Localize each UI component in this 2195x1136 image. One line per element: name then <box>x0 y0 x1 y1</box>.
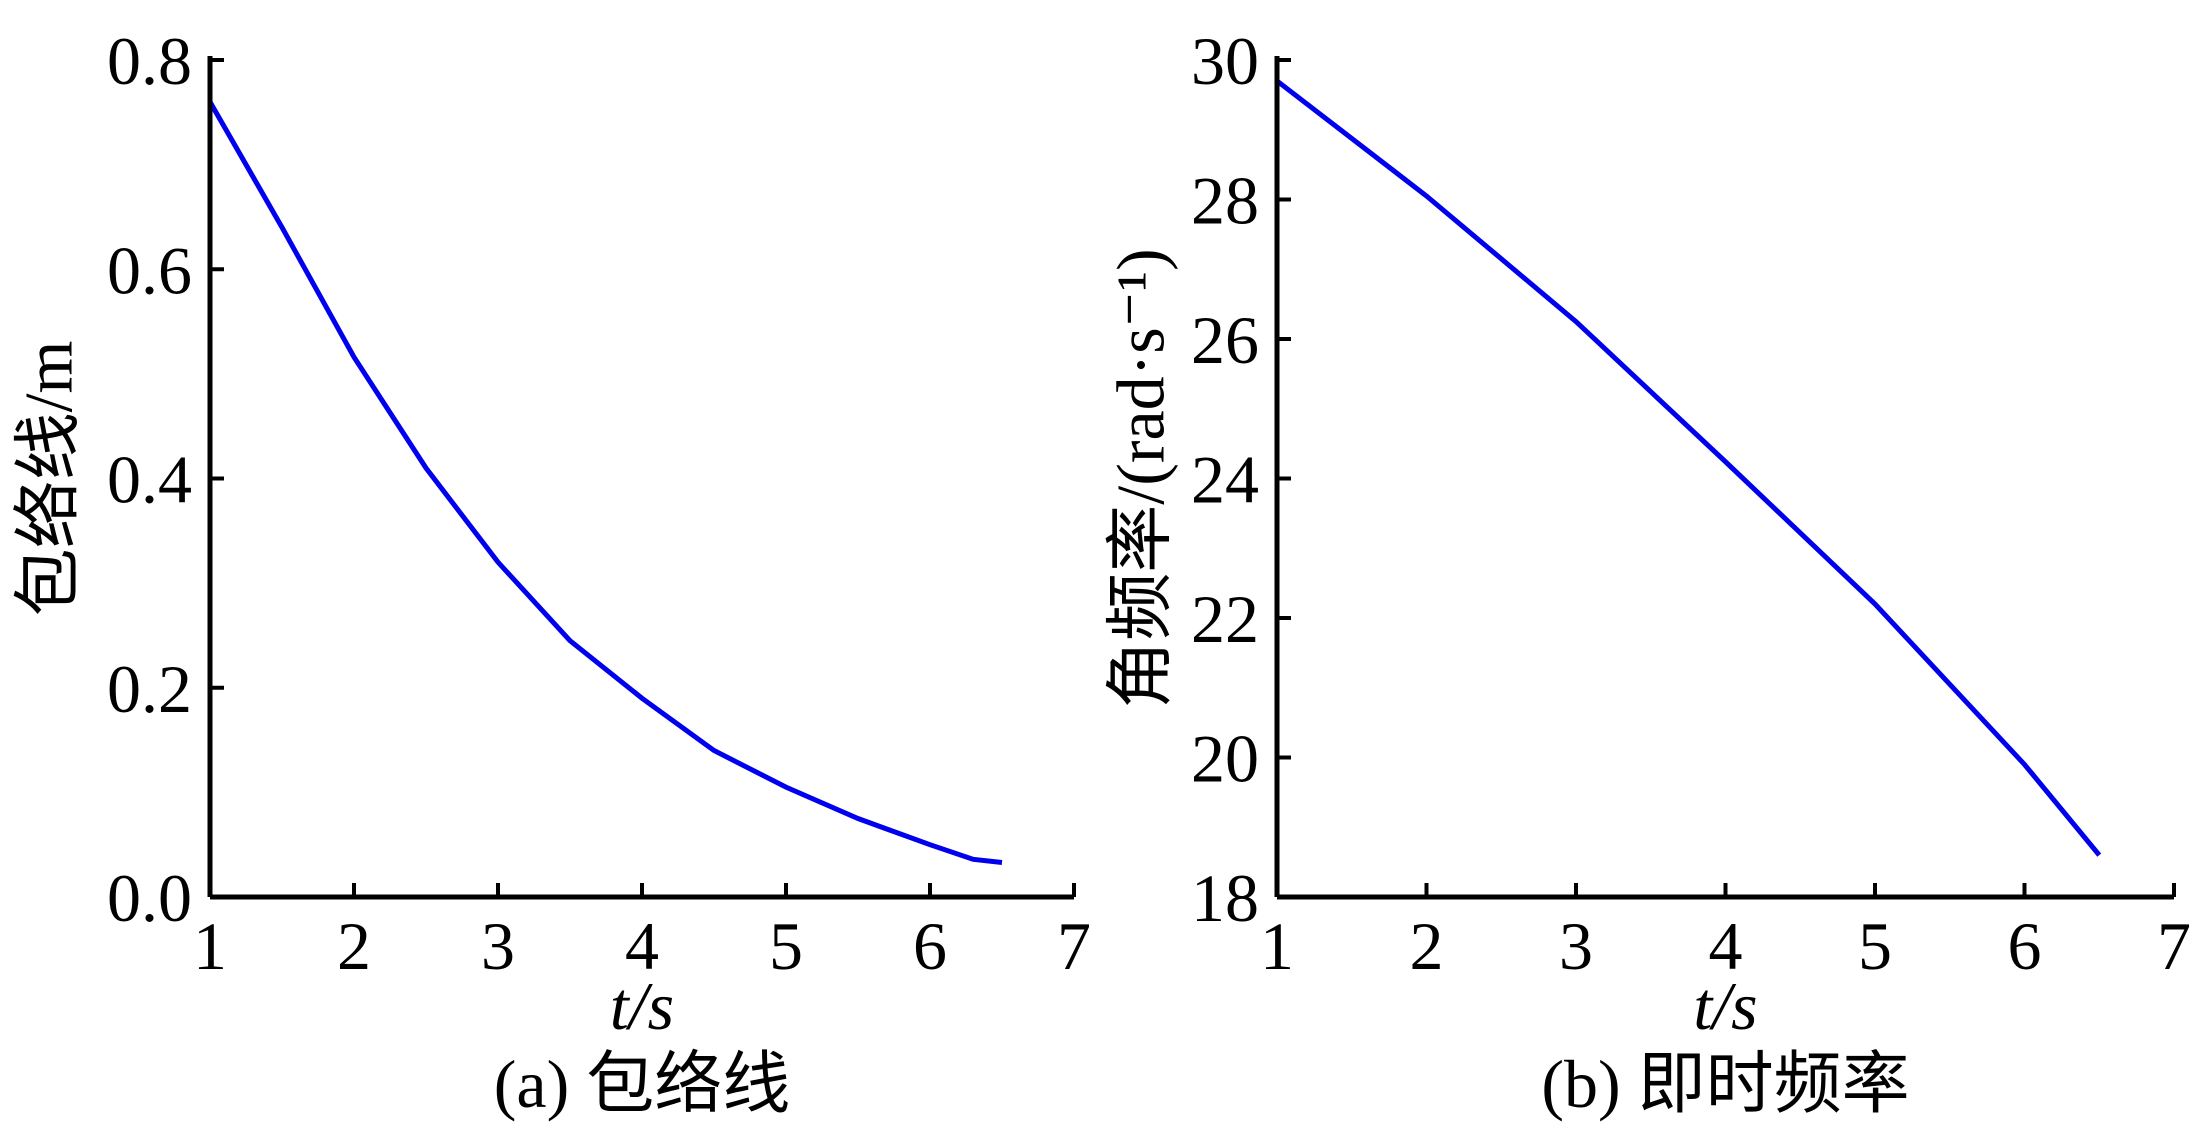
x-tick-label: 6 <box>2008 908 2042 984</box>
y-tick-label: 0.8 <box>107 23 192 99</box>
data-line <box>1275 78 2102 857</box>
y-tick-label: 0.2 <box>107 651 192 727</box>
x-tick-label: 2 <box>1410 908 1444 984</box>
x-tick-label: 2 <box>337 908 371 984</box>
x-tick-label: 1 <box>1260 908 1294 984</box>
y-axis-label: 角频率/(rad·s⁻¹) <box>1103 248 1179 708</box>
x-tick-label: 1 <box>193 908 227 984</box>
chart-title: (b) 即时频率 <box>1541 1046 1909 1122</box>
x-tick-label: 4 <box>1709 908 1743 984</box>
x-axis-label: t/s <box>1693 968 1757 1044</box>
x-tick-label: 4 <box>625 908 659 984</box>
y-tick-label: 0.6 <box>107 232 192 308</box>
chart-title: (a) 包络线 <box>494 1046 790 1122</box>
y-tick-label: 30 <box>1191 23 1259 99</box>
x-tick-label: 6 <box>913 908 947 984</box>
y-tick-label: 26 <box>1191 302 1259 378</box>
x-tick-label: 3 <box>481 908 515 984</box>
x-tick-label: 5 <box>769 908 803 984</box>
y-tick-label: 0.0 <box>107 860 192 936</box>
x-tick-label: 7 <box>1057 908 1091 984</box>
x-axis-label: t/s <box>610 968 674 1044</box>
x-tick-label: 3 <box>1559 908 1593 984</box>
x-tick-label: 7 <box>2157 908 2191 984</box>
y-tick-label: 18 <box>1191 860 1259 936</box>
chart-panel: 0.0 0.2 0.4 0.6 0.8 1 2 3 4 5 6 7 t/s(a) 包络线 包络线/m <box>11 23 1091 1122</box>
y-tick-label: 28 <box>1191 163 1259 239</box>
y-tick-label: 24 <box>1191 442 1259 518</box>
chart-panel: 18 20 22 24 26 28 30 1 2 3 4 5 6 7 t/s(b) 即时频率 角频率/(rad… <box>1103 23 2191 1122</box>
data-line <box>207 100 1003 865</box>
y-tick-label: 0.4 <box>107 442 192 518</box>
y-tick-label: 20 <box>1191 721 1259 797</box>
y-tick-label: 22 <box>1191 581 1259 657</box>
x-tick-label: 5 <box>1858 908 1892 984</box>
y-axis-label: 包络线/m <box>11 341 87 617</box>
